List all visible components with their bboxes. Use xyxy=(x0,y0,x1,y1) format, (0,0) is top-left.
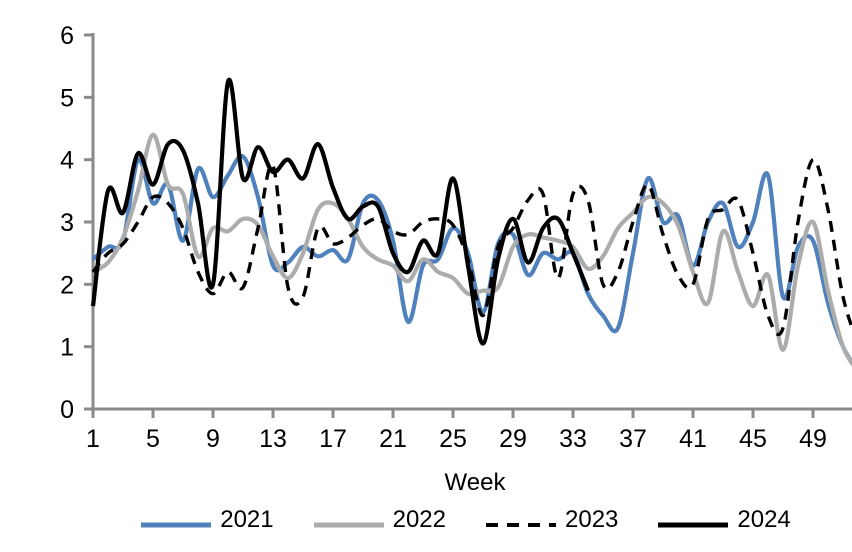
svg-text:25: 25 xyxy=(439,425,467,453)
svg-text:2: 2 xyxy=(60,271,74,299)
svg-text:1: 1 xyxy=(60,334,74,362)
svg-text:5: 5 xyxy=(146,425,160,453)
legend-line-sample-2022 xyxy=(313,516,384,528)
svg-text:33: 33 xyxy=(559,425,587,453)
legend-item-2024: 2024 xyxy=(658,506,791,533)
svg-text:1: 1 xyxy=(86,425,100,453)
svg-text:9: 9 xyxy=(206,425,220,453)
svg-text:5: 5 xyxy=(60,84,74,112)
legend-label: 2021 xyxy=(220,506,274,533)
x-axis-title: Week xyxy=(444,469,506,496)
legend-line-sample-2024 xyxy=(658,516,729,528)
legend-label: 2022 xyxy=(392,506,446,533)
legend-label: 2024 xyxy=(737,506,791,533)
svg-text:17: 17 xyxy=(319,425,347,453)
svg-text:13: 13 xyxy=(259,425,287,453)
svg-text:49: 49 xyxy=(799,425,827,453)
chart-legend: 2021 2022 2023 2024 xyxy=(40,508,852,532)
legend-item-2022: 2022 xyxy=(313,506,446,533)
svg-text:21: 21 xyxy=(379,425,407,453)
svg-text:3: 3 xyxy=(60,209,74,237)
svg-text:37: 37 xyxy=(619,425,647,453)
svg-text:0: 0 xyxy=(60,396,74,424)
legend-item-2023: 2023 xyxy=(486,508,618,532)
legend-label: 2023 xyxy=(565,506,619,533)
weekly-line-chart: 0 1 2 3 4 5 6 1 5 9 13 17 21 25 29 33 37 41 45 49 Week 2021… xyxy=(40,16,852,552)
svg-text:41: 41 xyxy=(679,425,707,453)
svg-text:45: 45 xyxy=(739,425,767,453)
legend-item-2021: 2021 xyxy=(141,506,274,533)
svg-text:6: 6 xyxy=(60,22,74,50)
svg-text:29: 29 xyxy=(499,425,527,453)
svg-text:4: 4 xyxy=(60,147,74,175)
legend-line-sample-2021 xyxy=(141,516,212,528)
legend-line-sample-2023 xyxy=(486,516,556,527)
